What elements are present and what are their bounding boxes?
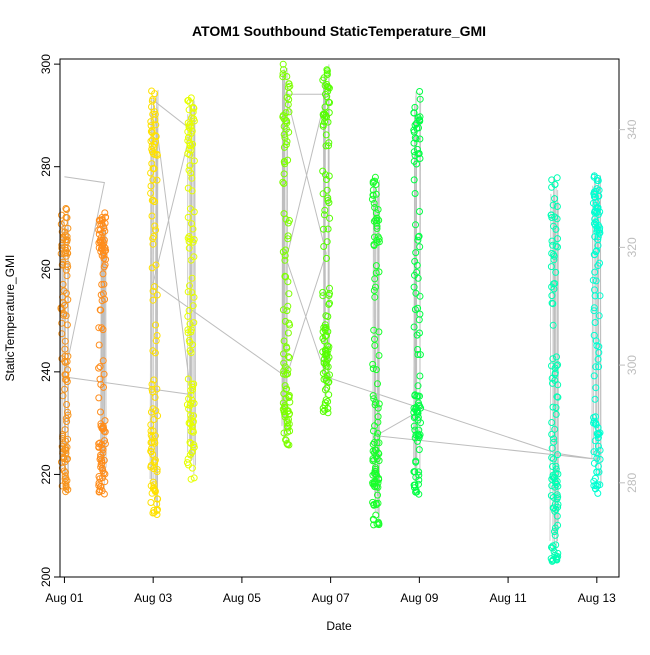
- chart-title: ATOM1 Southbound StaticTemperature_GMI: [192, 23, 486, 39]
- y-tick-label: 260: [39, 259, 53, 279]
- profile-connector-line: [64, 94, 596, 459]
- plot-frame: [60, 59, 619, 577]
- data-point: [416, 447, 422, 453]
- y-tick-label: 240: [39, 362, 53, 382]
- y-tick-label: 200: [39, 567, 53, 587]
- x-tick-label: Aug 09: [400, 591, 438, 605]
- y2-tick-label: 280: [625, 472, 639, 492]
- data-point: [189, 465, 195, 471]
- x-tick-label: Aug 13: [578, 591, 616, 605]
- data-point: [372, 294, 378, 300]
- data-point: [549, 420, 555, 426]
- data-point: [554, 175, 560, 181]
- y-tick-label: 280: [39, 156, 53, 176]
- y-tick-label: 300: [39, 54, 53, 74]
- y2-tick-label: 320: [625, 237, 639, 257]
- x-axis-label: Date: [326, 619, 352, 633]
- data-point: [327, 215, 333, 221]
- x-tick-label: Aug 05: [223, 591, 261, 605]
- x-tick-label: Aug 03: [134, 591, 172, 605]
- y-tick-label: 220: [39, 464, 53, 484]
- points-layer: [58, 61, 603, 564]
- y2-tick-label: 300: [625, 355, 639, 375]
- y-axis-label: StaticTemperature_GMI: [3, 255, 17, 382]
- x-tick-label: Aug 11: [490, 591, 527, 605]
- profile-streak: [285, 77, 286, 419]
- data-point: [148, 422, 154, 428]
- axes-layer: 200 220 240 260 280 300 Aug 01 Aug 03 Aug 05 Aug …: [39, 54, 639, 605]
- y2-tick-label: 340: [625, 119, 639, 139]
- profile-line-layer: [60, 64, 601, 552]
- x-tick-label: Aug 07: [312, 591, 350, 605]
- data-point: [416, 317, 422, 323]
- x-tick-label: Aug 01: [45, 591, 83, 605]
- data-point: [592, 396, 598, 402]
- data-point: [592, 320, 598, 326]
- data-point: [148, 500, 154, 506]
